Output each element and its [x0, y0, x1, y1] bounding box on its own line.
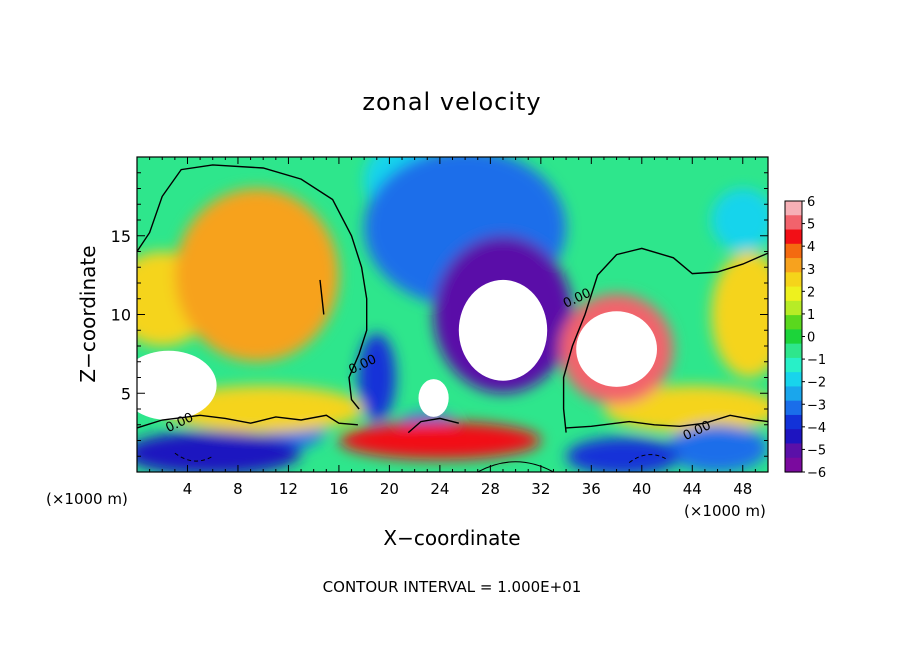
colorbar-swatch-12: [785, 372, 802, 388]
colorbar-swatch-7: [785, 300, 802, 316]
contour-line-bottom: [477, 461, 554, 472]
colorbar-label-11: −5: [807, 443, 826, 458]
x-tick-label-5: 24: [430, 480, 449, 498]
colorbar-swatch-10: [785, 343, 802, 359]
colorbar-swatch-0: [785, 201, 802, 216]
field-blob-12: [566, 437, 680, 472]
colorbar-label-10: −4: [807, 421, 826, 436]
x-tick-label-10: 44: [683, 480, 702, 498]
colorbar-swatch-2: [785, 229, 802, 245]
field-blob-0: [711, 188, 768, 252]
x-axis: 4 8 12 16 20 24 28 32 36 40 44 48: [149, 157, 756, 498]
contour-line-4: [407, 417, 459, 434]
chart-title: zonal velocity: [362, 88, 542, 116]
colorbar-label-12: −6: [807, 466, 826, 481]
y-tick-label-0: 5: [121, 384, 131, 403]
colorbar-label-3: 3: [807, 263, 815, 278]
colorbar-label-9: −3: [807, 398, 826, 413]
x-tick-label-3: 16: [329, 480, 348, 498]
velocity-field: [137, 157, 768, 472]
colorbar-label-8: −2: [807, 376, 826, 391]
colorbar-swatch-17: [785, 443, 802, 459]
field-blob-17: [137, 350, 217, 421]
colorbar-swatch-13: [785, 386, 802, 402]
colorbar-swatch-9: [785, 329, 802, 345]
contour-line-2: [562, 247, 768, 433]
contour-interval-note: CONTOUR INTERVAL = 1.000E+01: [322, 578, 582, 596]
colorbar-label-7: −1: [807, 353, 826, 368]
y-tick-label-2: 15: [111, 227, 131, 246]
contour-line-negative-2: [628, 454, 668, 463]
colorbar-swatch-18: [785, 457, 802, 473]
x-tick-label-6: 28: [481, 480, 500, 498]
contour-line-3: [566, 414, 768, 429]
field-blob-13: [338, 421, 541, 460]
contour-line-5: [319, 279, 325, 315]
x-tick-label-2: 12: [279, 480, 298, 498]
colorbar-label-1: 5: [807, 218, 815, 233]
colorbar-swatch-14: [785, 400, 802, 416]
colorbar-swatch-6: [785, 286, 802, 302]
colorbar-swatch-16: [785, 429, 802, 445]
field-blob-20: [458, 279, 548, 381]
x-unit-right: (×1000 m): [684, 502, 766, 520]
contour-line-negative: [174, 452, 213, 462]
colorbar-label-0: 6: [807, 195, 815, 210]
colorbar-label-5: 1: [807, 308, 815, 323]
x-tick-label-4: 20: [380, 480, 399, 498]
y-tick-label-1: 10: [111, 306, 131, 325]
field-blob-18: [418, 379, 449, 417]
colorbar-swatch-4: [785, 258, 802, 273]
field-blob-11: [357, 333, 396, 422]
field-blob-19: [576, 311, 657, 387]
colorbar-swatch-5: [785, 272, 802, 288]
field-blob-14: [137, 431, 301, 472]
x-tick-label-9: 40: [632, 480, 651, 498]
colorbar-swatch-3: [785, 243, 802, 259]
colorbar-label-2: 4: [807, 240, 815, 255]
x-tick-label-1: 8: [233, 480, 243, 498]
x-axis-label: X−coordinate: [383, 526, 521, 550]
x-unit-left: (×1000 m): [46, 490, 128, 508]
field-blob-7: [174, 188, 339, 362]
field-blob-3: [711, 251, 768, 378]
x-tick-label-11: 48: [733, 480, 752, 498]
colorbar-swatch-11: [785, 357, 802, 373]
colorbar-label-6: 0: [807, 331, 815, 346]
field-blob-9: [667, 424, 768, 472]
colorbar-swatch-8: [785, 315, 802, 330]
contour-line-0: [137, 164, 368, 410]
colorbar: 6 5 4 3 2 1 0 −1 −2 −3 −4 −5 −6: [784, 195, 826, 481]
plot-area: 0.000.000.000.00 4 8 12 16 20 24 28 32 36 40 44 48 …: [111, 156, 769, 498]
x-tick-label-7: 32: [531, 480, 550, 498]
colorbar-swatch-15: [785, 414, 802, 430]
y-axis: 5 10 15: [111, 172, 768, 457]
x-tick-label-8: 36: [582, 480, 601, 498]
colorbar-label-4: 2: [807, 285, 815, 300]
x-tick-label-0: 4: [183, 480, 193, 498]
contour-line-1: [137, 414, 358, 429]
y-axis-label: Z−coordinate: [76, 245, 100, 383]
zero-contour-lines: [137, 164, 768, 472]
field-blob-6: [604, 385, 768, 433]
colorbar-swatch-1: [785, 215, 802, 231]
